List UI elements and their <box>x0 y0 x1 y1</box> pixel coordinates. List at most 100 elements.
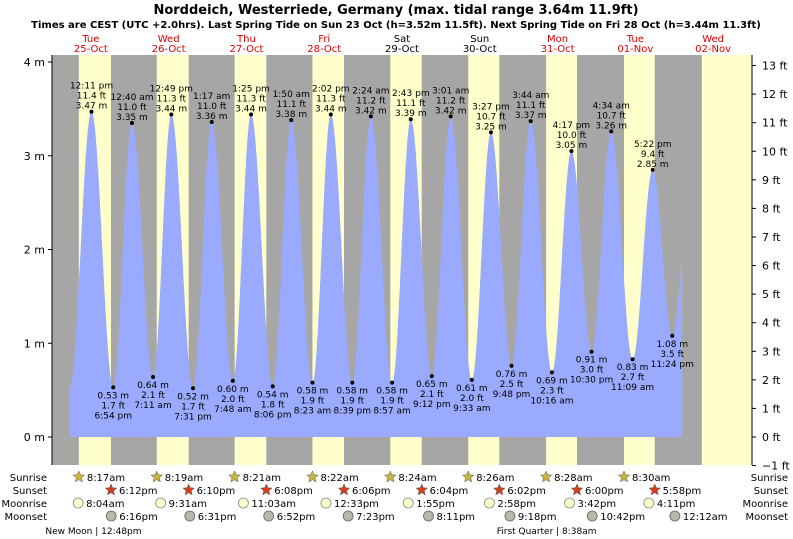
tide-height-ft: 11.0 ft <box>117 103 147 113</box>
moonset-icon <box>586 510 598 522</box>
tide-point-low <box>270 384 275 389</box>
sunrise-time: 8:22am <box>320 473 358 484</box>
tide-height-ft: 2.7 ft <box>621 373 645 383</box>
right-tick-label: −1 ft <box>762 460 790 473</box>
tide-point-high <box>249 112 254 117</box>
tide-point-high <box>368 114 373 119</box>
right-tick-label: 5 ft <box>762 288 781 301</box>
astro-row-labels: Sunrise Sunset Moonrise Moonset Sunrise … <box>2 473 789 523</box>
sunrise-icon <box>228 470 241 483</box>
moonset-time: 8:11pm <box>437 512 476 523</box>
sunset-time: 6:04pm <box>430 486 469 497</box>
tide-height-m: 0.61 m <box>456 384 488 394</box>
sunrise-time: 8:19am <box>165 473 203 484</box>
tide-time: 3:27 pm <box>472 102 510 112</box>
tide-height-m: 0.52 m <box>177 392 209 402</box>
day-name: Tue <box>81 34 99 45</box>
moonrise-icon <box>155 497 167 509</box>
right-tick-label: 8 ft <box>762 202 781 215</box>
tide-height-ft: 1.9 ft <box>340 397 364 407</box>
tide-height-ft: 2.0 ft <box>460 394 484 404</box>
tide-height-ft: 11.2 ft <box>356 96 386 106</box>
moonset-icon <box>423 510 434 522</box>
right-tick-label: 12 ft <box>762 88 788 101</box>
moonrise-icon <box>72 497 84 509</box>
tide-point-high <box>650 167 655 172</box>
tide-time: 12:40 am <box>110 93 153 103</box>
tide-time: 2:02 pm <box>312 85 350 95</box>
astro-rows: 8:17am 8:19am 8:21am 8:22am 8:24am 8:26am 8:28… <box>72 470 728 523</box>
sunrise-label-left: Sunrise <box>10 473 47 484</box>
tide-time: 12:49 pm <box>150 85 193 95</box>
tide-point-low <box>111 385 116 390</box>
moonset-icon <box>342 510 354 522</box>
left-tick-label: 0 m <box>24 431 45 444</box>
chart-subtitle: Times are CEST (UTC +2.0hrs). Last Sprin… <box>31 20 761 31</box>
tide-height-m: 3.47 m <box>76 102 108 112</box>
tide-height-m: 3.42 m <box>355 106 387 116</box>
tide-height-ft: 2.1 ft <box>420 390 444 400</box>
sunrise-icon <box>539 470 553 483</box>
tide-time: 10:30 pm <box>570 376 613 386</box>
tide-height-ft: 9.4 ft <box>641 150 665 160</box>
sunrise-time: 8:21am <box>243 473 281 484</box>
tide-time: 1:25 pm <box>232 85 270 95</box>
moonset-label-left: Moonset <box>5 512 48 523</box>
tide-point-high <box>609 129 614 134</box>
sunset-time: 6:02pm <box>507 486 546 497</box>
tide-height-ft: 11.3 ft <box>157 95 187 105</box>
right-tick-label: 7 ft <box>762 231 781 244</box>
tide-point-high <box>129 120 134 125</box>
tide-point-low <box>670 333 675 338</box>
day-date: 26-Oct <box>152 44 186 55</box>
tide-height-m: 3.35 m <box>116 113 148 123</box>
moon-phase-label: New Moon | 12:48pm <box>45 527 141 537</box>
sunrise-icon <box>150 470 164 483</box>
day-name: Sun <box>470 34 489 45</box>
sunrise-icon <box>461 470 475 483</box>
day-headers: Tue25-OctWed26-OctThu27-OctFri28-OctSat2… <box>74 34 731 55</box>
sunset-time: 6:12pm <box>119 486 158 497</box>
left-tick-label: 3 m <box>24 150 45 163</box>
tide-height-m: 3.37 m <box>515 111 547 121</box>
moon-phases: New Moon | 12:48pm First Quarter | 8:38am <box>45 527 596 537</box>
tide-time: 7:11 am <box>134 401 171 411</box>
tide-height-m: 1.08 m <box>656 340 688 350</box>
right-tick-label: 6 ft <box>762 260 781 273</box>
sunrise-icon <box>72 470 86 483</box>
tide-point-high <box>488 130 493 135</box>
day-name: Sat <box>394 34 410 45</box>
tide-height-ft: 10.7 ft <box>476 112 506 122</box>
tide-height-m: 0.83 m <box>617 363 649 373</box>
tide-time: 4:17 pm <box>553 121 591 131</box>
tide-height-m: 0.91 m <box>576 356 608 366</box>
moonset-icon <box>669 510 681 522</box>
tide-markers <box>89 109 675 391</box>
tide-time: 3:01 am <box>432 86 469 96</box>
tide-point-high <box>448 114 453 119</box>
right-tick-label: 1 ft <box>762 402 781 415</box>
tide-time: 7:31 pm <box>174 412 212 422</box>
moonrise-time: 3:42pm <box>578 499 617 510</box>
sunrise-time: 8:28am <box>554 473 592 484</box>
moonrise-time: 4:11pm <box>657 499 696 510</box>
day-name: Fri <box>318 34 330 45</box>
tide-time: 3:44 am <box>512 91 549 101</box>
moon-phase-label: First Quarter | 8:38am <box>497 527 597 537</box>
tide-point-low <box>589 349 594 354</box>
tide-height-ft: 1.7 ft <box>181 402 205 412</box>
daylight-band <box>701 55 752 465</box>
tide-point-low <box>549 370 554 375</box>
day-date: 30-Oct <box>463 44 497 55</box>
sunset-icon <box>259 483 273 496</box>
tide-height-ft: 1.7 ft <box>101 401 125 411</box>
tide-point-high <box>209 120 214 124</box>
tide-height-m: 3.44 m <box>155 105 187 115</box>
moonrise-label-left: Moonrise <box>2 499 47 510</box>
moonrise-icon <box>643 497 655 509</box>
tide-height-ft: 2.3 ft <box>540 386 564 396</box>
sunrise-label-right: Sunrise <box>751 473 788 484</box>
sunset-icon <box>492 483 506 496</box>
moonset-icon <box>184 510 196 522</box>
tide-height-ft: 1.9 ft <box>380 397 404 407</box>
